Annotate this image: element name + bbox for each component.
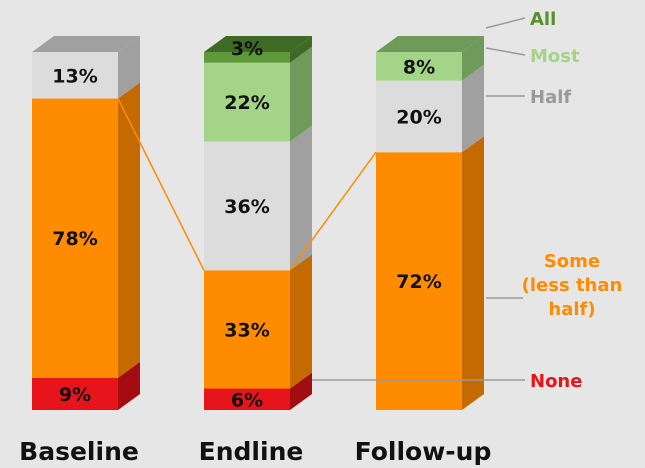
- legend-label-line: (less than: [522, 275, 623, 296]
- segment-label-baseline-half: 13%: [52, 65, 97, 87]
- legend-label-line: half): [548, 299, 595, 320]
- bar-segment-baseline-half-side: [118, 36, 140, 99]
- bar-baseline: [32, 36, 140, 410]
- bar-segment-baseline-some-less-than-half-side: [118, 82, 140, 378]
- category-label-baseline: Baseline: [19, 437, 139, 466]
- bar-segment-endline-some-less-than-half-side: [290, 254, 312, 389]
- bar-top-face-follow-up: [376, 36, 484, 52]
- bar-segment-follow-up-some-less-than-half-side: [462, 136, 484, 411]
- legend-layer: All Most Half Some (less than half) None: [312, 9, 622, 392]
- legend-label-line: All: [530, 9, 556, 30]
- bar-segment-endline-some-less-than-half: [204, 270, 290, 389]
- segment-label-follow-up-most: 8%: [403, 56, 435, 78]
- bar-segment-endline-most-side: [290, 46, 312, 142]
- connector-line-2: [289, 151, 377, 271]
- bar-segment-endline-all-side: [290, 36, 312, 63]
- segment-label-endline-all: 3%: [231, 38, 263, 60]
- segment-label-baseline-none: 9%: [59, 384, 91, 406]
- segment-label-follow-up-half: 20%: [396, 106, 441, 128]
- category-label-endline: Endline: [199, 437, 304, 466]
- bar-segment-baseline-none-side: [118, 361, 140, 410]
- bars-layer: [32, 36, 484, 411]
- legend-label-line: None: [530, 371, 582, 392]
- bar-segment-endline-all: [204, 52, 290, 63]
- legend-leader-all: [485, 17, 526, 29]
- bar-segment-follow-up-most-side: [462, 36, 484, 81]
- legend-label-none: None: [530, 371, 582, 392]
- bar-segment-endline-most: [204, 62, 290, 142]
- legend-label-line: Some: [544, 251, 600, 272]
- segment-label-baseline-some-less-than-half: 78%: [52, 228, 97, 250]
- legend-label-all: All: [530, 9, 556, 30]
- connectors-layer: [117, 98, 377, 271]
- segment-label-endline-some-less-than-half: 33%: [224, 319, 269, 341]
- bar-segment-baseline-half: [32, 52, 118, 99]
- segment-label-endline-half: 36%: [224, 196, 269, 218]
- bar-segment-endline-none-side: [290, 372, 312, 410]
- legend-label-most: Most: [530, 46, 580, 67]
- bar-segment-follow-up-half: [376, 80, 462, 153]
- bar-endline: [204, 36, 312, 410]
- bar-segment-endline-none: [204, 388, 290, 410]
- bar-segment-endline-half: [204, 141, 290, 271]
- legend-label-line: Most: [530, 46, 580, 67]
- bar-follow-up: [376, 36, 484, 411]
- bar-top-face-endline: [204, 36, 312, 52]
- bar-top-face-baseline: [32, 36, 140, 52]
- connector-line-1: [117, 98, 205, 271]
- bar-segment-follow-up-most: [376, 52, 462, 81]
- bar-segment-endline-half-side: [290, 125, 312, 271]
- legend-leader-most: [485, 47, 526, 56]
- segment-label-endline-none: 6%: [231, 389, 263, 411]
- segment-label-endline-most: 22%: [224, 92, 269, 114]
- segment-labels-layer: 9% 78% 13% 6% 33% 36% 22% 3% 72% 20% 8%: [52, 38, 441, 411]
- legend-label-some-less-than-half: Some (less than half): [522, 251, 623, 320]
- category-labels-layer: Baseline Endline Follow-up: [19, 437, 491, 466]
- legend-label-half: Half: [530, 87, 571, 108]
- bar-segment-follow-up-half-side: [462, 64, 484, 153]
- bar-segment-baseline-none: [32, 377, 118, 410]
- segment-label-follow-up-some-less-than-half: 72%: [396, 271, 441, 293]
- legend-label-line: Half: [530, 87, 571, 108]
- bar-segment-follow-up-some-less-than-half: [376, 152, 462, 411]
- bar-segment-baseline-some-less-than-half: [32, 98, 118, 378]
- category-label-follow-up: Follow-up: [355, 437, 492, 466]
